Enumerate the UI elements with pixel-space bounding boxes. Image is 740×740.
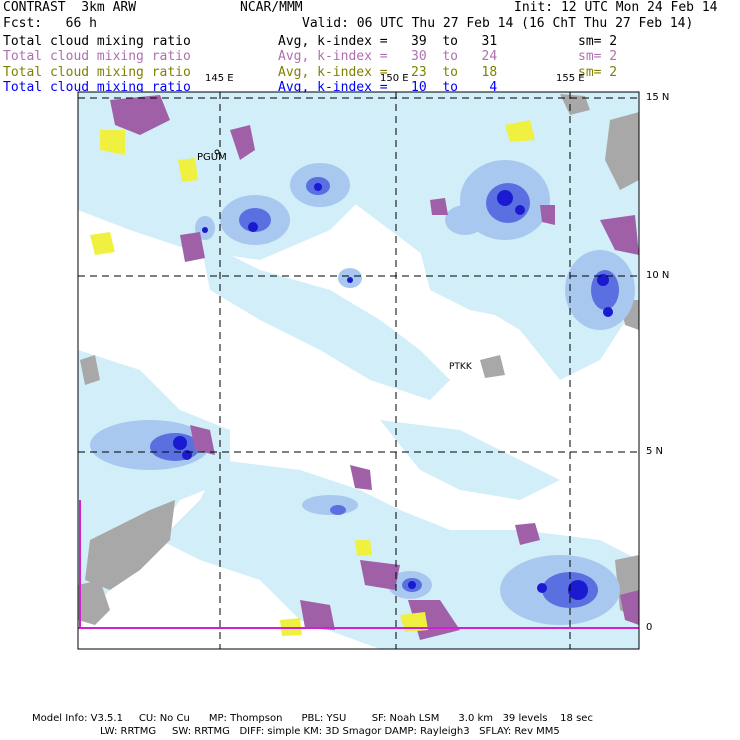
field-sm-3: sm= 2 xyxy=(578,65,618,80)
lat-label-5n: 5 N xyxy=(646,446,664,457)
field-name-2: Total cloud mixing ratio xyxy=(3,49,191,64)
org-label: NCAR/MMM xyxy=(240,0,303,15)
field-name-1: Total cloud mixing ratio xyxy=(3,34,191,49)
lat-label-10n: 10 N xyxy=(646,270,670,281)
field-stat-4: Avg, k-index = 10 to 4 xyxy=(278,80,498,95)
model-info-line2: LW: RRTMG SW: RRTMG DIFF: simple KM: 3D … xyxy=(100,726,560,737)
lat-label-0: 0 xyxy=(646,622,653,633)
station-pgum: PGUM xyxy=(197,152,227,163)
map-frame xyxy=(77,91,640,650)
lon-label-150: 150 E xyxy=(380,73,409,84)
field-sm-2: sm= 2 xyxy=(578,49,618,64)
forecast-hour: Fcst: 66 h xyxy=(3,16,97,31)
field-sm-1: sm= 2 xyxy=(578,34,618,49)
pgum-marker xyxy=(214,149,220,155)
lon-label-155: 155 E xyxy=(556,73,585,84)
lat-lon-grid xyxy=(78,92,639,649)
lon-label-145: 145 E xyxy=(205,73,234,84)
field-stat-2: Avg, k-index = 30 to 24 xyxy=(278,49,498,64)
field-name-4: Total cloud mixing ratio xyxy=(3,80,191,95)
field-stat-3: Avg, k-index = 23 to 18 xyxy=(278,65,498,80)
station-ptkk: PTKK xyxy=(449,362,472,372)
model-info-line1: Model Info: V3.5.1 CU: No Cu MP: Thompso… xyxy=(32,713,593,724)
ice-yellow-layer xyxy=(90,120,535,636)
init-time: Init: 12 UTC Mon 24 Feb 14 xyxy=(514,0,718,15)
valid-time: Valid: 06 UTC Thu 27 Feb 14 (16 ChT Thu … xyxy=(302,16,694,31)
gray-layer xyxy=(78,94,639,625)
cloud-core-layer xyxy=(173,183,613,600)
model-title: CONTRAST 3km ARW xyxy=(3,0,137,15)
field-stat-1: Avg, k-index = 39 to 31 xyxy=(278,34,498,49)
map-field xyxy=(78,92,639,649)
field-name-3: Total cloud mixing ratio xyxy=(3,65,191,80)
lat-label-15n: 15 N xyxy=(646,92,670,103)
